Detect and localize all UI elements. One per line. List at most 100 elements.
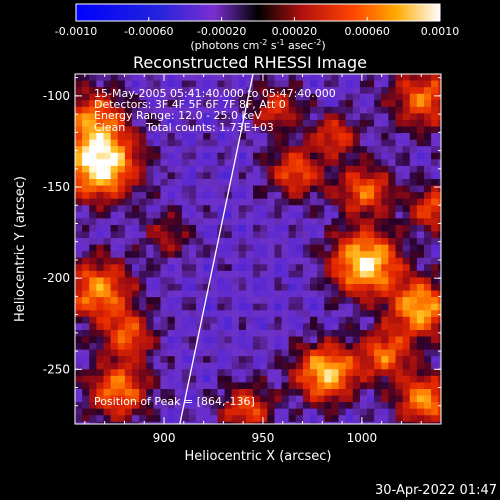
heatmap-cell [416,257,425,265]
heatmap-cell [96,375,105,384]
heatmap-cell [431,310,439,318]
heatmap-cell [388,369,397,377]
heatmap-cell [381,119,389,128]
heatmap-cell [331,205,340,213]
heatmap-cell [253,356,261,364]
heatmap-cell [359,303,368,311]
heatmap-cell [409,224,418,233]
heatmap-cell [359,74,368,82]
heatmap-cell [89,284,97,292]
heatmap-cell [139,74,147,82]
heatmap-cell [124,421,133,424]
heatmap-cell [324,238,332,246]
heatmap-cell [310,329,318,338]
heatmap-cell [117,146,126,154]
heatmap-cell [345,382,354,390]
heatmap-cell [96,165,105,174]
heatmap-cell [89,113,97,121]
heatmap-cell [260,343,268,351]
heatmap-cell [402,421,411,424]
heatmap-cell [139,290,147,298]
heatmap-cell [445,218,453,225]
heatmap-cell [317,421,325,424]
heatmap-cell [210,277,219,285]
heatmap-cell [352,362,361,370]
heatmap-cell [267,87,276,95]
heatmap-cell [402,343,411,351]
heatmap-cell [131,74,140,82]
heatmap-cell [395,139,404,147]
heatmap-cell [160,382,169,390]
heatmap-cell [196,113,204,121]
heatmap-cell [409,87,418,95]
heatmap-cell [253,211,261,219]
heatmap-cell [288,408,297,416]
heatmap-cell [224,165,233,174]
heatmap-cell [181,297,190,305]
heatmap-cell [310,185,318,193]
heatmap-cell [445,107,453,114]
heatmap-cell [345,369,354,377]
heatmap-cell [82,290,90,298]
heatmap-cell [402,284,411,292]
heatmap-cell [139,316,147,324]
heatmap-cell [103,113,112,121]
heatmap-cell [203,421,211,424]
heatmap-cell [274,231,283,239]
heatmap-cell [281,218,290,226]
heatmap-cell [139,343,147,351]
heatmap-cell [402,408,411,416]
heatmap-cell [288,100,297,108]
heatmap-cell [96,126,105,134]
heatmap-cell [367,310,375,318]
heatmap-cell [352,421,361,424]
heatmap-cell [196,179,204,187]
heatmap-cell [160,251,169,259]
heatmap-cell [359,211,368,219]
heatmap-cell [82,152,90,160]
heatmap-cell [338,192,347,200]
heatmap-cell [167,349,176,357]
heatmap-cell [75,80,83,88]
heatmap-cell [96,211,105,219]
heatmap-cell [188,421,197,424]
heatmap-cell [231,257,240,265]
heatmap-cell [374,133,382,141]
heatmap-cell [374,284,382,292]
heatmap-cell [124,80,133,88]
heatmap-cell [217,172,226,180]
heatmap-cell [295,231,304,239]
heatmap-cell [281,146,290,154]
heatmap-cell [288,93,297,101]
heatmap-cell [395,87,404,95]
heatmap-cell [110,231,119,239]
heatmap-cell [203,349,211,357]
heatmap-cell [423,336,432,344]
heatmap-cell [245,74,254,82]
heatmap-cell [409,251,418,259]
heatmap-cell [203,329,211,338]
heatmap-cell [196,310,204,318]
heatmap-cell [267,126,276,134]
heatmap-cell [132,428,140,435]
heatmap-cell [388,113,397,121]
heatmap-cell [381,231,389,239]
heatmap-cell [260,264,268,272]
heatmap-cell [416,100,425,108]
heatmap-cell [75,251,83,259]
heatmap-cell [96,185,105,193]
heatmap-cell [317,244,325,252]
heatmap-cell [381,395,389,403]
heatmap-cell [131,408,140,416]
heatmap-cell [352,244,361,252]
heatmap-cell [431,119,439,128]
heatmap-cell [117,264,126,272]
heatmap-cell [245,395,254,403]
heatmap-cell [302,343,311,351]
heatmap-cell [117,329,126,338]
heatmap-cell [231,244,240,252]
heatmap-cell [224,389,233,397]
heatmap-cell [388,316,397,324]
heatmap-cell [359,336,368,344]
heatmap-cell [402,290,411,298]
